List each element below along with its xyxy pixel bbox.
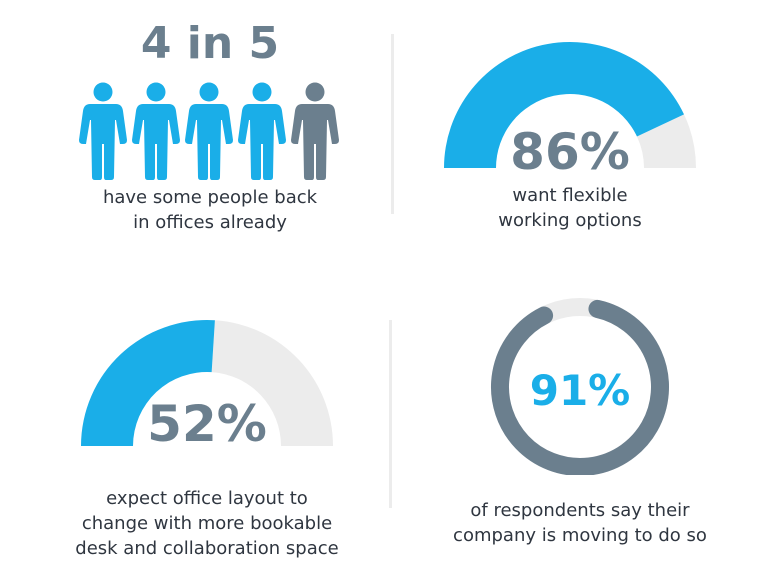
donut-91-fill [491, 299, 669, 475]
gauge-52-caption-line-3: desk and collaboration space [75, 538, 339, 559]
divider-bottom [389, 320, 392, 508]
gauge-86-caption-line-2: working options [498, 210, 642, 231]
gauge-86 [444, 42, 696, 168]
pictograph-caption: have some people back in offices already [40, 185, 380, 235]
donut-91-panel: 91% of respondents say their company is … [430, 295, 730, 555]
gauge-52-panel: 52% expect office layout to change with … [57, 318, 357, 568]
donut-91 [491, 298, 669, 475]
person-icon [79, 82, 127, 180]
person-icon [291, 82, 339, 180]
gauge-86-caption: want flexible working options [420, 183, 720, 233]
gauge-86-label: 86% [510, 123, 630, 181]
gauge-52-caption: expect office layout to change with more… [37, 486, 377, 561]
divider-top [391, 34, 394, 214]
donut-91-caption-line-2: company is moving to do so [453, 525, 707, 546]
person-icon [132, 82, 180, 180]
donut-91-label: 91% [529, 366, 631, 415]
pictograph-title: 4 in 5 [140, 18, 280, 69]
gauge-86-track [636, 114, 696, 168]
pictograph-caption-line-2: in offices already [133, 212, 287, 233]
gauge-86-panel: 86% want flexible working options [420, 40, 720, 240]
pictograph-caption-line-1: have some people back [102, 187, 318, 208]
gauge-86-fill [444, 42, 685, 168]
pictograph-panel: 4 in 5 have some people back in offices … [40, 10, 380, 250]
person-icon [185, 82, 233, 180]
donut-91-caption: of respondents say their company is movi… [430, 498, 730, 548]
gauge-52-track [211, 320, 333, 446]
donut-91-caption-line-1: of respondents say their [470, 500, 690, 521]
person-icon [238, 82, 286, 180]
gauge-52 [81, 320, 333, 446]
people-row [79, 82, 339, 180]
gauge-52-label: 52% [147, 395, 267, 453]
gauge-86-caption-line-1: want flexible [512, 185, 628, 206]
gauge-52-caption-line-1: expect office layout to [106, 488, 308, 509]
gauge-52-fill [81, 320, 215, 446]
gauge-52-caption-line-2: change with more bookable [81, 513, 333, 534]
